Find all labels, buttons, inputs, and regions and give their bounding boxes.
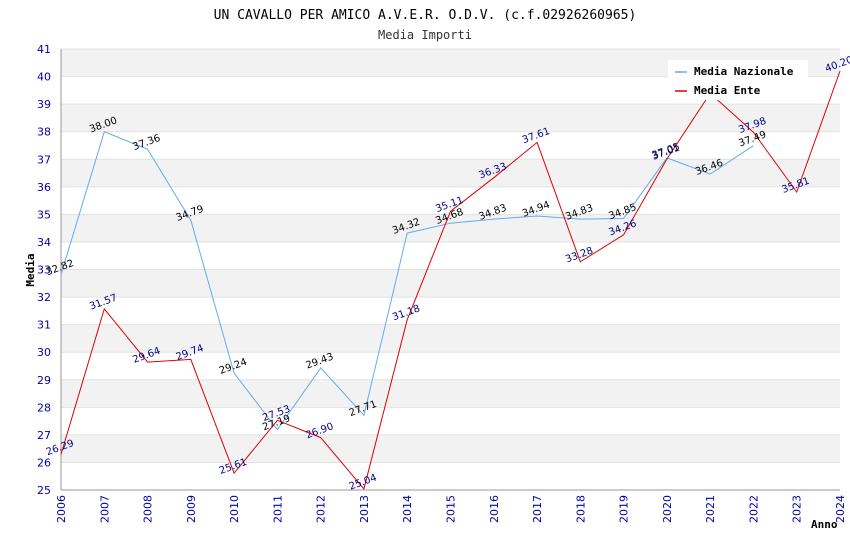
y-tick-label: 35: [37, 208, 51, 221]
gridlines: [61, 48, 840, 491]
y-tick-label: 40: [37, 71, 51, 84]
x-tick-label: 2010: [228, 495, 241, 523]
x-tick-label: 2012: [315, 495, 328, 523]
y-tick-label: 38: [37, 126, 51, 139]
legend-label-media-nazionale: Media Nazionale: [694, 65, 794, 78]
x-tick-label: 2019: [618, 495, 631, 523]
grid-band: [61, 241, 840, 270]
grid-band: [61, 214, 840, 242]
chart-title: UN CAVALLO PER AMICO A.V.E.R. O.D.V. (c.…: [214, 8, 637, 23]
x-tick-label: 2011: [271, 495, 284, 523]
x-tick-label: 2008: [142, 495, 155, 523]
grid-band: [61, 462, 840, 490]
x-tick-label: 2013: [358, 495, 371, 523]
legend-box: [668, 60, 808, 100]
x-tick-label: 2007: [98, 495, 111, 523]
y-tick-label: 41: [37, 43, 51, 56]
grid-band: [61, 434, 840, 463]
y-axis-title: Media: [24, 253, 37, 286]
x-tick-label: 2021: [704, 495, 717, 523]
x-tick-label: 2016: [488, 495, 501, 523]
x-tick-label: 2018: [574, 495, 587, 523]
grid-band: [61, 324, 840, 353]
background-bands: [61, 49, 840, 490]
grid-band: [61, 297, 840, 325]
grid-band: [61, 104, 840, 132]
chart-subtitle: Media Importi: [378, 28, 472, 42]
y-tick-label: 29: [37, 374, 51, 387]
x-tick-label: 2014: [401, 495, 414, 523]
x-tick-label: 2017: [531, 495, 544, 523]
x-tick-label: 2006: [55, 495, 68, 523]
y-tick-labels: 25 26 27 28 29 30 31 32 33 34 35 36 37 38 39 40 41: [37, 43, 51, 497]
x-axis-title: Anno: [811, 518, 838, 531]
y-tick-label: 25: [37, 484, 51, 497]
grid-band: [61, 186, 840, 215]
y-tick-label: 37: [37, 153, 51, 166]
grid-band: [61, 269, 840, 298]
series-line-media-nazionale: [60, 131, 754, 431]
y-tick-label: 31: [37, 319, 51, 332]
x-tick-labels: 2006 2007 2008 2009 2010 2011 2012 2013 2014 2015…: [55, 495, 847, 523]
y-tick-label: 30: [37, 346, 51, 359]
grid-band: [61, 131, 840, 160]
x-tick-label: 2023: [791, 495, 804, 523]
x-tick-label: 2022: [747, 495, 760, 523]
grid-band: [61, 407, 840, 435]
x-tick-label: 2009: [185, 495, 198, 523]
y-tick-label: 28: [37, 401, 51, 414]
grid-band: [61, 352, 840, 380]
y-tick-label: 36: [37, 181, 51, 194]
x-tick-label: 2024: [834, 495, 847, 523]
y-tick-label: 27: [37, 429, 51, 442]
x-tick-label: 2015: [445, 495, 458, 523]
x-tick-label: 2020: [661, 495, 674, 523]
grid-band: [61, 379, 840, 408]
y-tick-label: 32: [37, 291, 51, 304]
y-tick-label: 34: [37, 236, 51, 249]
y-tick-label: 33: [37, 264, 51, 277]
legend-label-media-ente: Media Ente: [694, 84, 761, 97]
y-tick-label: 39: [37, 98, 51, 111]
grid-band: [61, 159, 840, 187]
legend: Media Nazionale Media Ente: [668, 60, 808, 100]
y-tick-label: 26: [37, 456, 51, 469]
